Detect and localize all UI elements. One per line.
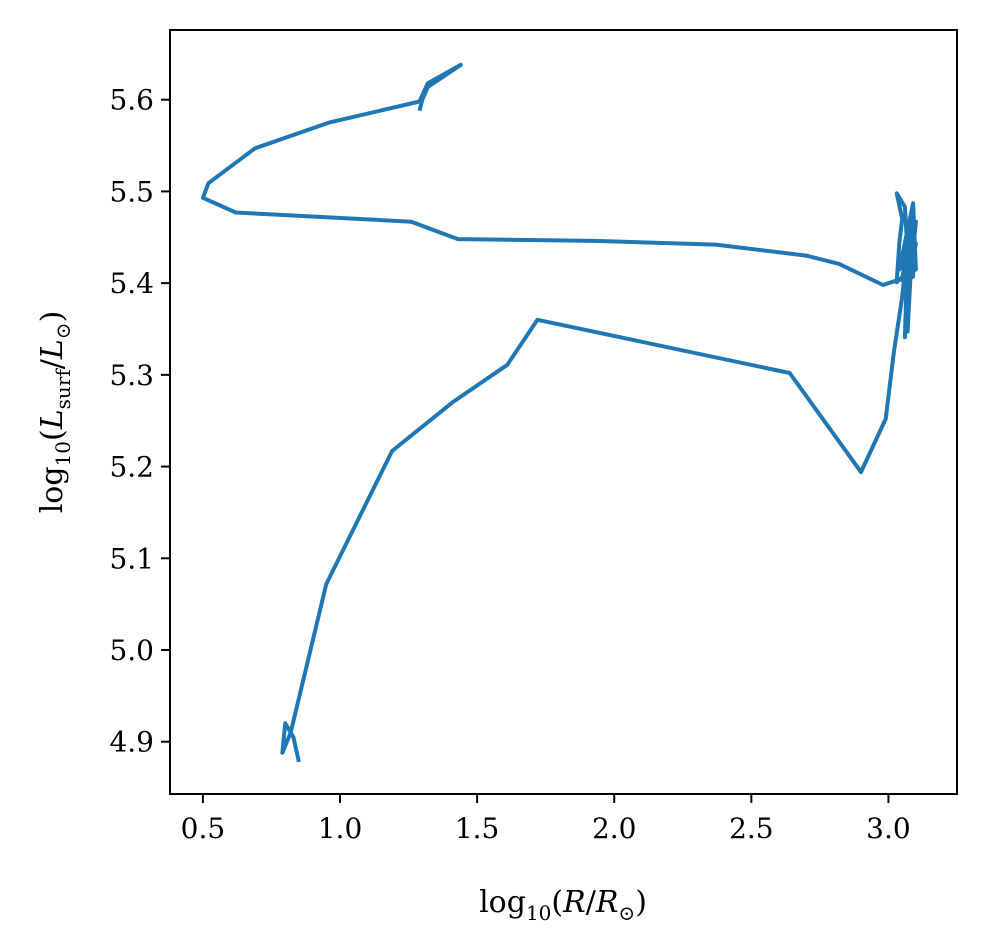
- x-tick-label: 2.0: [592, 812, 637, 845]
- x-tick-label: 2.5: [729, 812, 774, 845]
- x-tick-label: 1.5: [455, 812, 500, 845]
- y-axis-label: log10(Lsurf/L⊙): [35, 311, 75, 514]
- series-layer: [200, 62, 918, 763]
- y-tick-label: 5.6: [109, 84, 154, 117]
- x-axis: 0.5 1.0 1.5 2.0 2.5 3.0: [181, 794, 911, 845]
- y-tick-label: 5.5: [109, 175, 154, 208]
- y-tick-label: 5.3: [109, 359, 154, 392]
- y-tick-label: 5.1: [109, 542, 154, 575]
- series-line: [200, 62, 918, 763]
- x-tick-label: 3.0: [866, 812, 911, 845]
- x-axis-label: log10(R/R⊙): [479, 885, 647, 925]
- axes-frame: [169, 29, 958, 795]
- y-tick-label: 5.0: [109, 634, 154, 667]
- x-tick-label: 0.5: [181, 812, 226, 845]
- x-tick-label: 1.0: [318, 812, 363, 845]
- y-tick-label: 5.2: [109, 451, 154, 484]
- y-axis: 4.9 5.0 5.1 5.2 5.3 5.4 5.5 5.6: [109, 84, 170, 759]
- y-tick-label: 4.9: [109, 726, 154, 759]
- y-tick-label: 5.4: [109, 267, 154, 300]
- plot-area: [170, 30, 957, 794]
